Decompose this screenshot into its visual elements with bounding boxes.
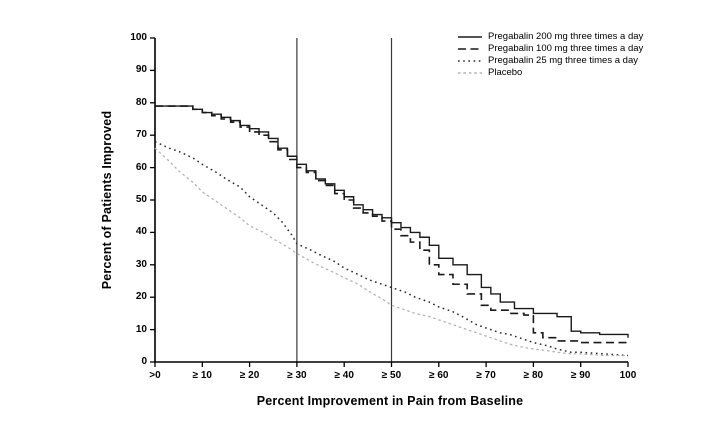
x-tick-label: ≥ 10: [192, 370, 212, 381]
y-tick-label: 30: [135, 258, 147, 270]
x-axis-title: Percent Improvement in Pain from Baselin…: [256, 394, 524, 408]
y-tick-label: 100: [130, 32, 147, 43]
legend: Pregabalin 200 mg three times a day Preg…: [457, 31, 643, 78]
x-tick-label: ≥ 70: [476, 370, 496, 381]
x-axis-tick-labels: >0 ≥ 10 ≥ 20 ≥ 30 ≥ 40 ≥ 50 ≥ 60 ≥ 70 ≥ …: [133, 369, 650, 383]
legend-label: Pregabalin 25 mg three times a day: [488, 55, 638, 66]
y-tick-label: 70: [135, 129, 147, 141]
legend-item-pregabalin-200: Pregabalin 200 mg three times a day: [457, 31, 643, 42]
dashed-line-sample-icon: [458, 47, 482, 50]
y-tick-label: 90: [135, 64, 147, 76]
x-tick-label: ≥ 90: [570, 370, 591, 381]
x-tick-label: >0: [149, 370, 161, 381]
y-tick-label: 20: [135, 291, 147, 303]
gray-dotted-line-sample-icon: [458, 71, 482, 74]
x-tick-label: 100: [619, 370, 637, 381]
x-tick-label: ≥ 60: [429, 370, 449, 381]
y-tick-label: 40: [135, 226, 147, 238]
legend-label: Pregabalin 100 mg three times a day: [488, 43, 644, 54]
x-tick-label: ≥ 20: [239, 370, 260, 381]
y-tick-label: 60: [135, 161, 147, 173]
y-tick-label: 10: [135, 323, 147, 335]
legend-item-placebo: Placebo: [457, 67, 643, 78]
x-tick-label: ≥ 80: [523, 370, 544, 381]
x-tick-label: ≥ 30: [287, 370, 307, 381]
y-tick-label: 0: [141, 355, 147, 367]
legend-label: Pregabalin 200 mg three times a day: [488, 31, 644, 42]
y-tick-label: 50: [135, 193, 147, 205]
solid-line-sample-icon: [458, 35, 482, 38]
legend-item-pregabalin-25: Pregabalin 25 mg three times a day: [457, 55, 643, 66]
legend-label: Placebo: [488, 67, 523, 78]
y-tick-label: 80: [135, 96, 147, 108]
x-tick-label: ≥ 40: [334, 370, 354, 381]
dotted-line-sample-icon: [458, 59, 482, 62]
x-tick-label: ≥ 50: [381, 370, 402, 381]
legend-item-pregabalin-100: Pregabalin 100 mg three times a day: [457, 43, 643, 54]
y-axis-tick-labels: 100 90 80 70 60 50 40 30 20 10 0: [110, 32, 147, 368]
